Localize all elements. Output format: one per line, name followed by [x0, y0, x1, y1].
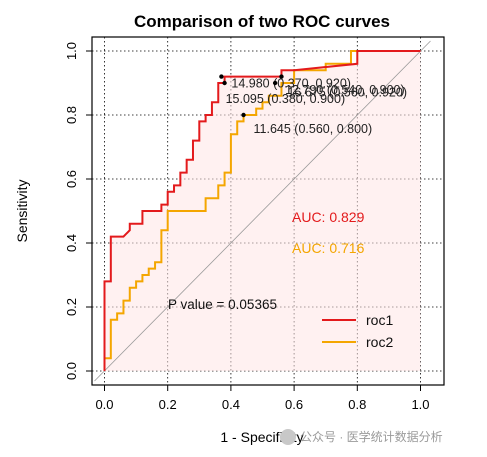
threshold-annotations: 14.980 (0.370, 0.920)15.095 (0.380, 0.90… [219, 74, 407, 136]
threshold-label-1: 15.095 (0.380, 0.900) [226, 92, 346, 106]
y-tick-label-2: 0.4 [64, 234, 79, 252]
x-tick-label-4: 0.8 [348, 397, 366, 412]
legend-label-roc1: roc1 [366, 312, 393, 328]
plot-frame [91, 36, 445, 386]
threshold-point-0 [219, 74, 224, 79]
y-tick-label-0: 0.0 [64, 362, 79, 380]
threshold-label-3: 16.675 (0.560, 0.920) [287, 86, 407, 100]
axes: 0.0 0.2 0.4 0.6 0.8 1.0 0.0 0.2 0.4 0.6 0.8 1.0 [64, 42, 430, 412]
y-axis-label: Sensitivity [14, 179, 30, 242]
watermark-text: 公众号 · 医学统计数据分析 [300, 429, 443, 444]
threshold-point-3 [279, 74, 284, 79]
y-tick-label-4: 0.8 [64, 106, 79, 124]
x-tick-label-3: 0.6 [285, 397, 303, 412]
x-tick-label-5: 1.0 [411, 397, 429, 412]
legend: roc1 roc2 [322, 312, 393, 350]
threshold-label-0: 14.980 (0.370, 0.920) [231, 77, 351, 91]
threshold-point-4 [241, 112, 246, 118]
x-tick-label-1: 0.2 [159, 397, 177, 412]
reference-diagonal-line [94, 40, 431, 382]
y-tick-label-3: 0.6 [64, 170, 79, 188]
watermark: 公众号 · 医学统计数据分析 [280, 429, 443, 445]
x-tick-label-0: 0.0 [95, 397, 113, 412]
threshold-point-1 [222, 80, 227, 86]
y-tick-label-5: 1.0 [64, 42, 79, 60]
chart-title: Comparison of two ROC curves [134, 12, 390, 31]
roc2-curve [103, 50, 421, 371]
y-tick-label-1: 0.2 [64, 298, 79, 316]
threshold-point-2 [272, 80, 278, 86]
threshold-label-4: 11.645 (0.560, 0.800) [254, 122, 373, 136]
wechat-icon [280, 429, 296, 445]
legend-label-roc2: roc2 [366, 334, 393, 350]
auc-label-roc2: AUC: 0.716 [292, 240, 365, 256]
auc-label-roc1: AUC: 0.829 [292, 209, 365, 225]
p-value-label: P value = 0.05365 [168, 297, 277, 312]
x-tick-label-2: 0.4 [222, 397, 240, 412]
roc1-curve [103, 50, 421, 371]
threshold-label-2: 12.790 (0.540, 0.900) [285, 83, 405, 97]
